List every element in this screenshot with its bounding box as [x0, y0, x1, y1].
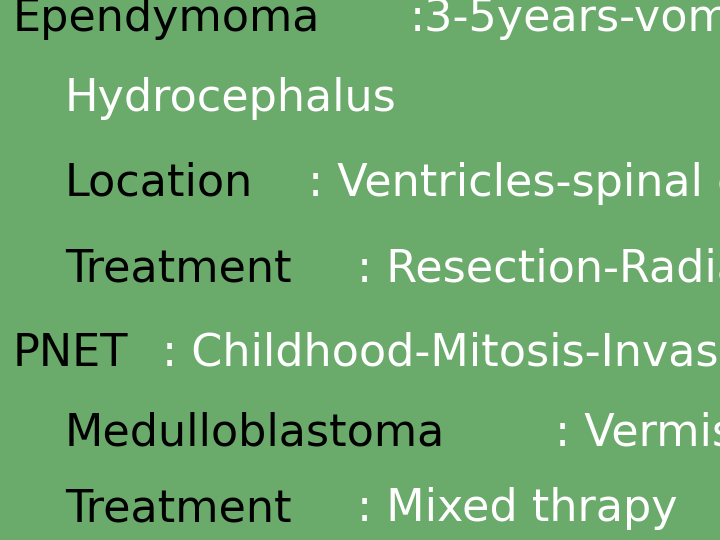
Text: : Childhood-Mitosis-Invasive: : Childhood-Mitosis-Invasive [162, 332, 720, 375]
Text: Treatment: Treatment [65, 247, 292, 290]
Text: :3-5years-vomiting: :3-5years-vomiting [410, 0, 720, 40]
Text: : Resection-Radiation: : Resection-Radiation [357, 247, 720, 290]
Text: : Ventricles-spinal cord: : Ventricles-spinal cord [307, 162, 720, 205]
Text: Ependymoma: Ependymoma [13, 0, 320, 40]
Text: Location: Location [65, 162, 253, 205]
Text: : Mixed thrapy: : Mixed thrapy [357, 487, 678, 530]
Text: PNET: PNET [13, 332, 128, 375]
Text: Treatment: Treatment [65, 487, 292, 530]
Text: : Vermis: : Vermis [555, 412, 720, 455]
Text: Medulloblastoma: Medulloblastoma [65, 412, 445, 455]
Text: Hydrocephalus: Hydrocephalus [65, 77, 397, 120]
